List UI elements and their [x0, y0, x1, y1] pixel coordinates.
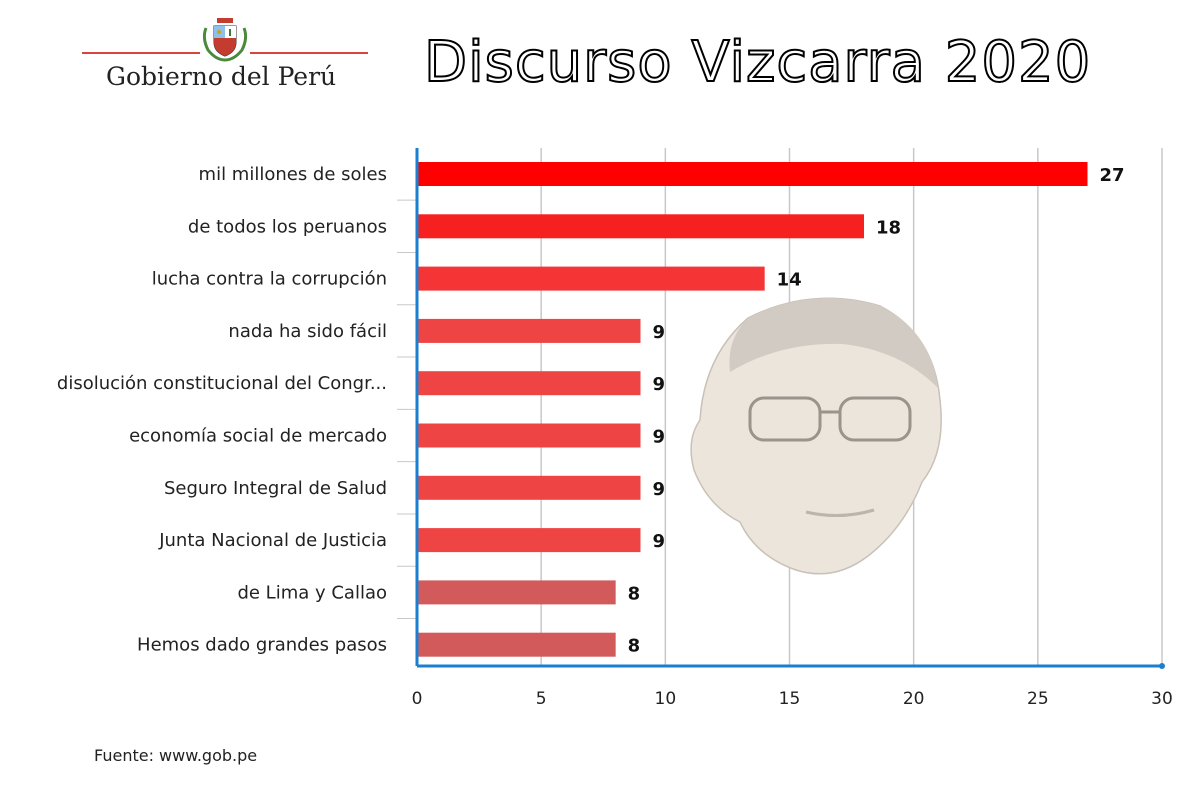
portrait-mouth — [805, 508, 875, 518]
portrait-hair — [729, 298, 938, 388]
logo-text: Gobierno del Perú — [106, 62, 337, 91]
x-tick-label: 10 — [655, 689, 677, 709]
value-label: 9 — [653, 531, 666, 552]
bar — [417, 214, 864, 239]
value-label: 9 — [653, 322, 666, 343]
x-tick-label: 25 — [1027, 689, 1049, 709]
portrait-image — [690, 297, 942, 575]
category-label: disolución constitucional del Congr... — [57, 373, 387, 394]
x-axis-end-dot — [1159, 663, 1165, 669]
bar — [417, 162, 1088, 186]
category-label: nada ha sido fácil — [228, 321, 387, 342]
value-label: 8 — [628, 583, 641, 604]
value-label: 9 — [653, 479, 666, 500]
category-label: Seguro Integral de Salud — [164, 478, 387, 499]
value-label: 14 — [777, 270, 802, 291]
value-label: 9 — [653, 374, 666, 395]
value-label: 9 — [653, 427, 666, 448]
logo-line-left — [82, 52, 200, 54]
x-tick-label: 5 — [536, 689, 547, 709]
bar — [417, 580, 616, 605]
category-label: de todos los peruanos — [188, 216, 387, 237]
category-label: Junta Nacional de Justicia — [158, 530, 387, 551]
x-tick-label: 30 — [1151, 689, 1173, 709]
bar — [417, 632, 616, 657]
source-note: Fuente: www.gob.pe — [94, 746, 258, 765]
category-label: de Lima y Callao — [237, 582, 387, 603]
category-label: Hemos dado grandes pasos — [137, 635, 387, 656]
logo-line-right — [250, 52, 368, 54]
page-title: Discurso Vizcarra 2020 — [423, 29, 1092, 96]
x-tick-label: 0 — [412, 689, 423, 709]
bar — [417, 266, 765, 291]
bar — [417, 371, 641, 396]
category-label: lucha contra la corrupción — [152, 269, 387, 290]
bar — [417, 528, 641, 553]
labels-layer: mil millones de soles 27 de todos los peru… — [57, 164, 1125, 657]
bar — [417, 318, 641, 343]
category-label: economía social de mercado — [129, 426, 387, 447]
x-tick-label: 20 — [903, 689, 925, 709]
government-logo: Gobierno del Perú — [82, 14, 368, 94]
category-label: mil millones de soles — [199, 164, 387, 185]
bar — [417, 423, 641, 448]
axis-layer: 0 5 10 15 20 25 30 — [412, 148, 1173, 709]
peru-coat-of-arms-icon — [202, 18, 248, 62]
value-label: 18 — [876, 217, 901, 238]
portrait-glasses-left — [748, 396, 822, 442]
x-tick-label: 15 — [779, 689, 801, 709]
portrait-glasses-right — [838, 396, 912, 442]
value-label: 8 — [628, 636, 641, 657]
bars-layer — [417, 162, 1088, 657]
value-label: 27 — [1100, 165, 1125, 186]
bar — [417, 475, 641, 500]
